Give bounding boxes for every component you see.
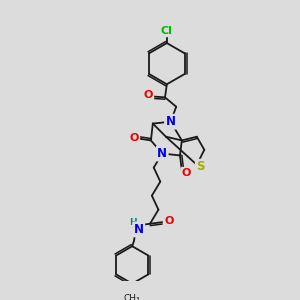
Text: N: N [166,115,176,128]
Text: N: N [157,147,167,160]
Text: N: N [134,223,144,236]
Text: O: O [143,91,153,100]
Text: H: H [129,218,137,227]
Text: S: S [196,160,205,173]
Text: O: O [129,133,139,142]
Text: CH₃: CH₃ [124,294,140,300]
Text: O: O [182,168,191,178]
Text: O: O [164,216,173,226]
Text: Cl: Cl [161,26,173,36]
